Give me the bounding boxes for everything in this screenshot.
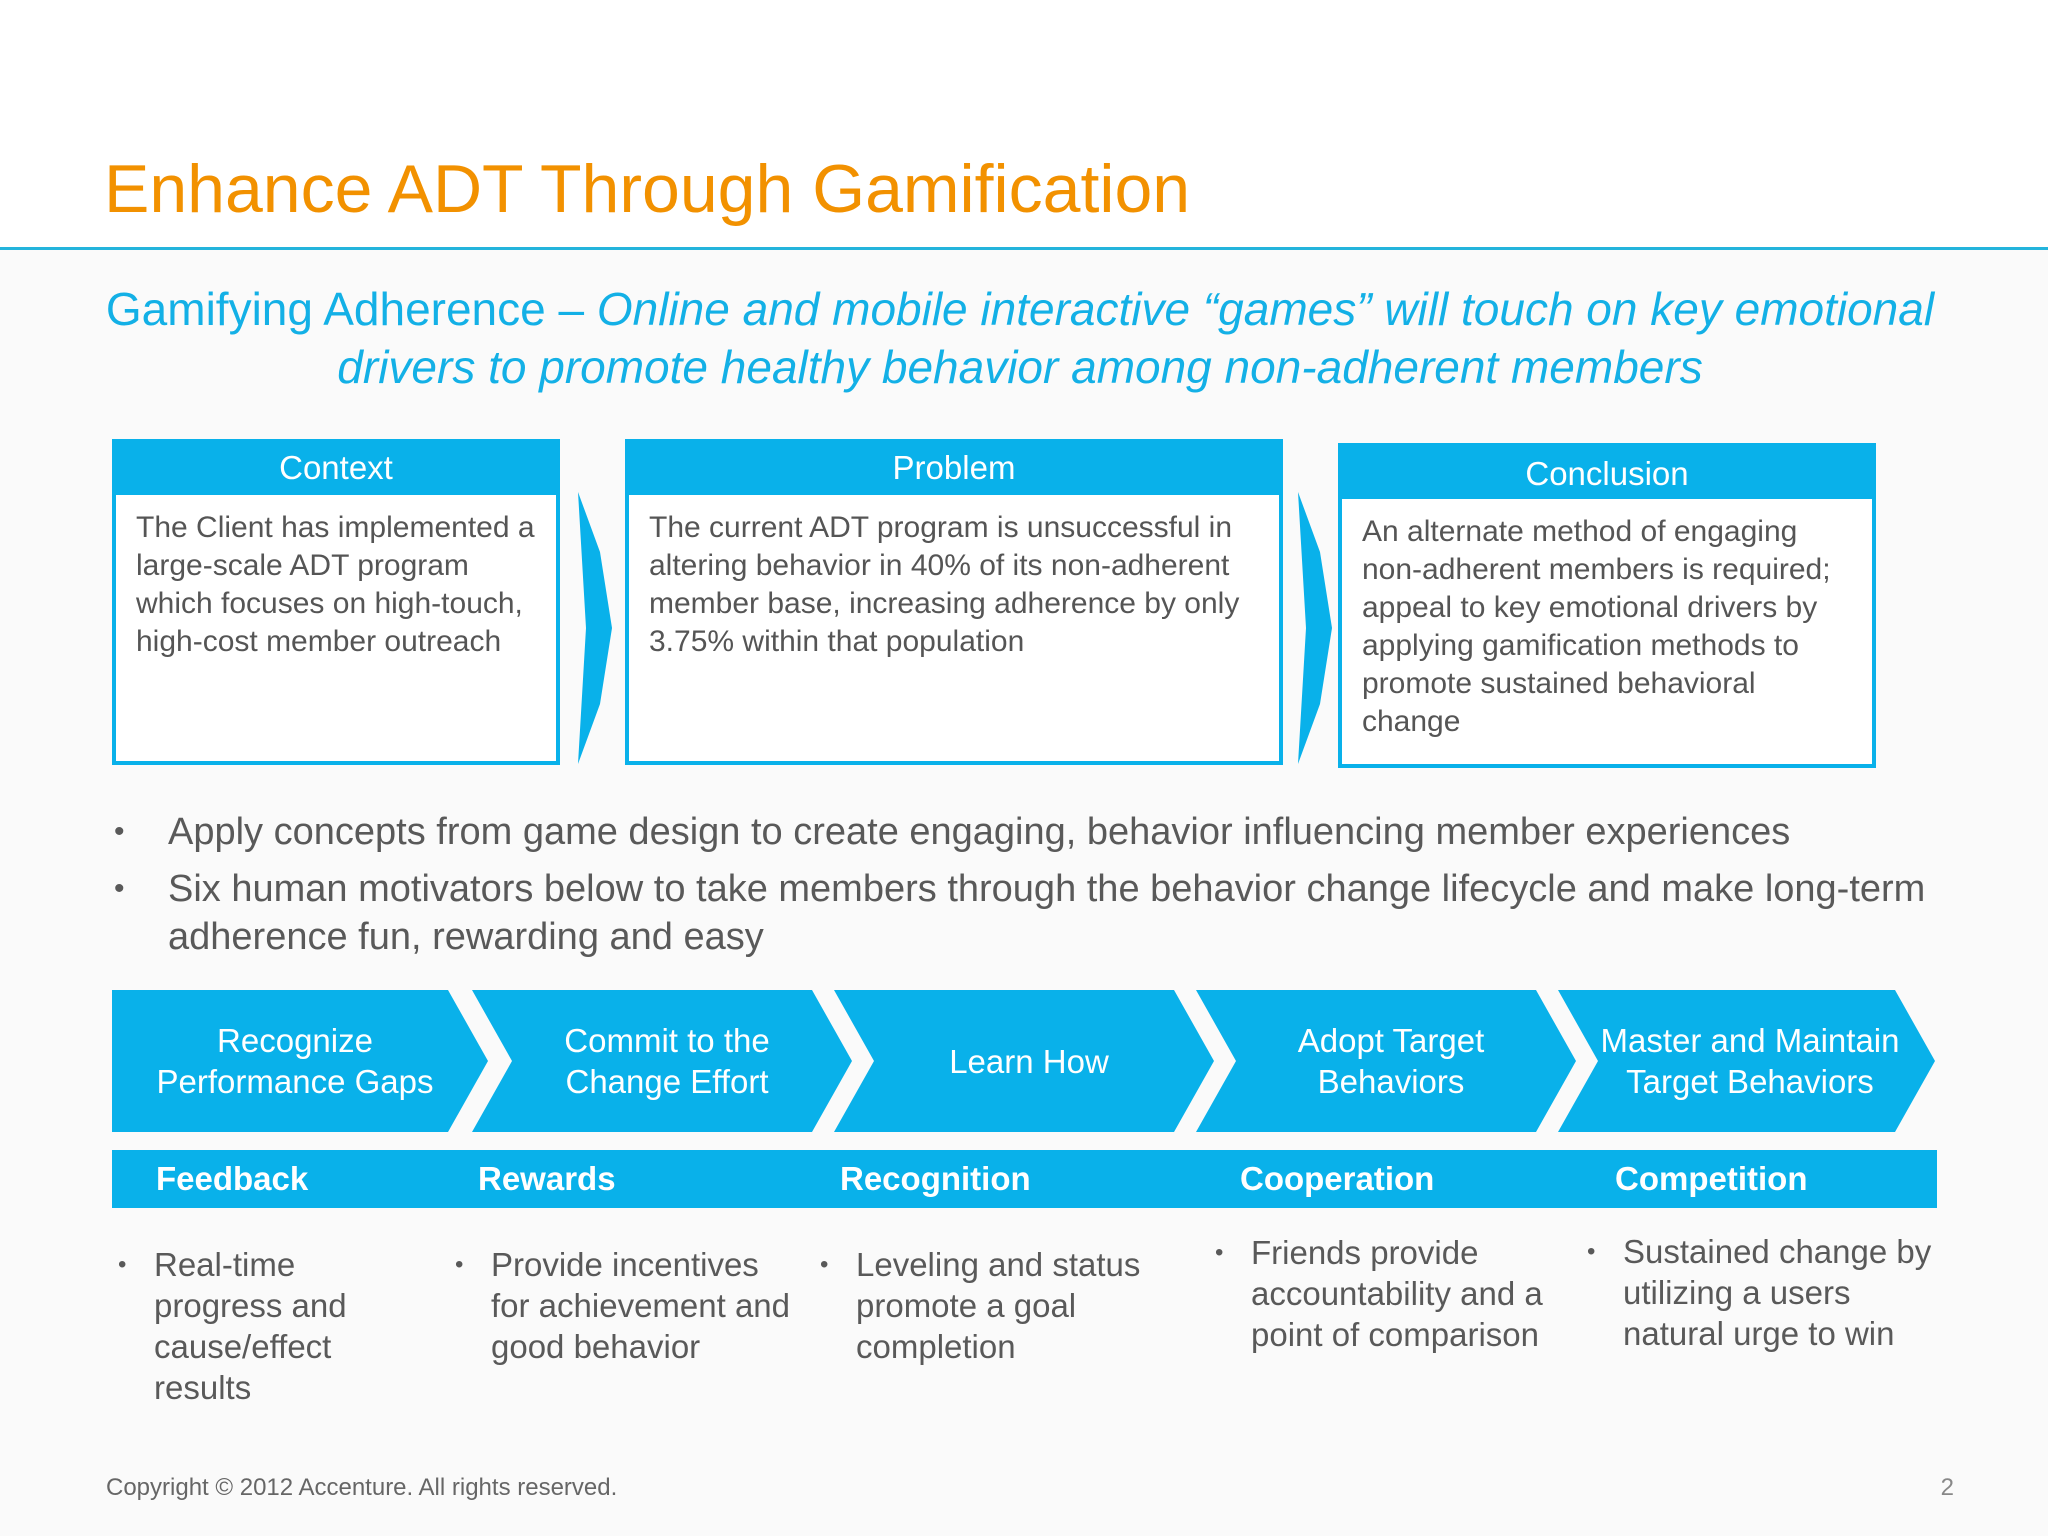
- chevron-step-5: [1558, 990, 1935, 1132]
- motivator-detail: Leveling and status promote a goal compl…: [818, 1244, 1173, 1367]
- motivator-name: Feedback: [156, 1160, 309, 1197]
- flow-arrow-1: [578, 492, 612, 764]
- problem-body: The current ADT program is unsuccessful …: [625, 495, 1283, 765]
- motivator-name: Rewards: [478, 1160, 616, 1197]
- motivator-name: Cooperation: [1240, 1160, 1435, 1197]
- context-body: The Client has implemented a large-scale…: [112, 495, 560, 765]
- chevron-step-4: [1196, 990, 1576, 1132]
- chevron-step-3: [834, 990, 1214, 1132]
- motivator-name: Competition: [1615, 1160, 1808, 1197]
- step-label: Commit to the Change Effort: [564, 1022, 770, 1100]
- motivator-detail: Provide incentives for achievement and g…: [453, 1244, 793, 1367]
- step-label: Master and Maintain Target Behaviors: [1600, 1022, 1900, 1100]
- key-point: Apply concepts from game design to creat…: [112, 808, 1942, 856]
- chevron-step-1: [112, 990, 488, 1132]
- problem-box: Problem The current ADT program is unsuc…: [625, 439, 1283, 765]
- copyright-notice: Copyright © 2012 Accenture. All rights r…: [106, 1474, 618, 1501]
- page-number: 2: [1940, 1474, 1954, 1501]
- conclusion-body: An alternate method of engaging non-adhe…: [1338, 499, 1876, 768]
- step-label: Adopt Target Behaviors: [1297, 1022, 1485, 1100]
- slide-title: Enhance ADT Through Gamification: [104, 151, 1191, 227]
- context-heading: Context: [112, 439, 560, 495]
- conclusion-box: Conclusion An alternate method of engagi…: [1338, 443, 1876, 768]
- slide-subtitle: Gamifying Adherence – Online and mobile …: [80, 280, 1960, 396]
- key-point: Six human motivators below to take membe…: [112, 865, 1942, 961]
- title-divider: [0, 247, 2048, 250]
- motivator-detail: Friends provide accountability and a poi…: [1213, 1232, 1568, 1355]
- chevron-step-2: [472, 990, 852, 1132]
- motivators-bar: [112, 1150, 1937, 1208]
- motivator-name: Recognition: [840, 1160, 1031, 1197]
- flow-arrow-2: [1298, 492, 1332, 764]
- subtitle-lead: Gamifying Adherence –: [105, 283, 597, 335]
- key-points: Apply concepts from game design to creat…: [112, 808, 1942, 970]
- context-box: Context The Client has implemented a lar…: [112, 439, 560, 765]
- motivator-detail: Real-time progress and cause/effect resu…: [116, 1244, 406, 1408]
- subtitle-emphasis: Online and mobile interactive “games” wi…: [337, 283, 1935, 393]
- step-label: Learn How: [949, 1042, 1109, 1080]
- conclusion-heading: Conclusion: [1338, 443, 1876, 499]
- problem-heading: Problem: [625, 439, 1283, 495]
- step-label: Recognize Performance Gaps: [156, 1022, 434, 1100]
- motivator-detail: Sustained change by utilizing a users na…: [1585, 1231, 1945, 1354]
